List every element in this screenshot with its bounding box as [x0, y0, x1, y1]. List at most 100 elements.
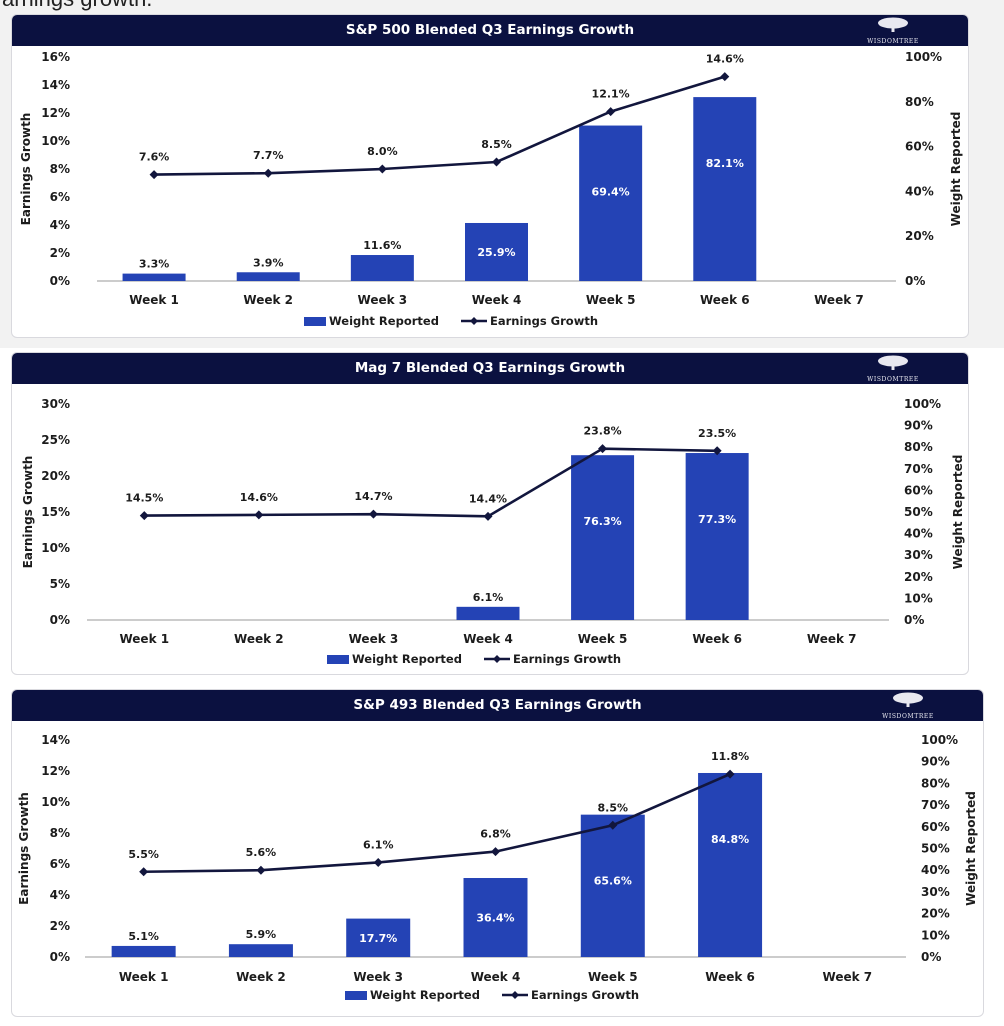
- left-axis-tick-label: 20%: [41, 469, 70, 483]
- bar-data-label: 36.4%: [476, 912, 514, 925]
- right-axis-tick-label: 80%: [904, 440, 933, 454]
- right-axis-tick-label: 100%: [905, 50, 942, 64]
- right-axis-tick-label: 70%: [921, 798, 950, 812]
- bar-data-label: 6.1%: [473, 591, 504, 604]
- left-axis-tick-label: 8%: [50, 826, 70, 840]
- right-axis-tick-label: 60%: [921, 820, 950, 834]
- legend-bar-swatch: [327, 655, 349, 664]
- earnings-growth-line: [154, 75, 726, 176]
- sp500-chart: 0% 2% 4% 6% 8% 10% 12% 14% 16% 0% 20% 40% 60% 80% 100%…: [19, 50, 963, 328]
- legend-label: Weight Reported: [352, 652, 462, 666]
- x-axis-tick-label: Week 3: [349, 632, 399, 646]
- tree-icon: [878, 355, 908, 370]
- bar-data-label: 3.9%: [253, 256, 284, 269]
- bar-data-label: 25.9%: [477, 246, 515, 259]
- right-axis-tick-label: 30%: [921, 885, 950, 899]
- legend-label: Earnings Growth: [513, 652, 621, 666]
- right-axis-tick-label: 40%: [905, 184, 934, 198]
- left-axis-tick-label: 10%: [41, 541, 70, 555]
- x-axis-tick-label: Week 3: [358, 293, 408, 307]
- line-data-label: 5.5%: [128, 848, 159, 861]
- left-axis-tick-label: 6%: [50, 857, 70, 871]
- left-axis-tick-label: 6%: [50, 190, 70, 204]
- bar-data-label: 5.1%: [128, 930, 159, 943]
- x-axis-tick-label: Week 1: [119, 970, 169, 984]
- x-axis-tick-label: Week 7: [823, 970, 873, 984]
- sp493-chart: 0% 2% 4% 6% 8% 10% 12% 14% 0% 10% 20% 30% 40% 50% 60% 7…: [17, 733, 978, 1002]
- x-axis-tick-label: Week 2: [234, 632, 284, 646]
- logo-text: WISDOMTREE: [882, 713, 934, 720]
- bar: [685, 453, 749, 620]
- right-axis-tick-label: 0%: [905, 274, 925, 288]
- y2-axis-title: Weight Reported: [964, 791, 978, 906]
- left-axis-tick-label: 15%: [41, 505, 70, 519]
- x-axis-tick-label: Week 6: [705, 970, 755, 984]
- left-axis-tick-label: 10%: [41, 134, 70, 148]
- right-axis-tick-label: 0%: [904, 613, 924, 627]
- line-marker: [606, 107, 616, 117]
- chart-title: S&P 500 Blended Q3 Earnings Growth: [12, 15, 968, 46]
- line-data-label: 23.5%: [698, 427, 736, 440]
- left-axis-tick-label: 8%: [50, 162, 70, 176]
- right-axis-tick-label: 60%: [904, 483, 933, 497]
- right-axis-tick-label: 20%: [904, 570, 933, 584]
- bar: [693, 97, 757, 281]
- bar: [350, 255, 414, 281]
- bar: [698, 772, 763, 957]
- line-data-label: 14.6%: [240, 491, 278, 504]
- tree-icon: [893, 692, 923, 707]
- x-axis-tick-label: Week 7: [807, 632, 857, 646]
- y2-axis-title: Weight Reported: [951, 455, 965, 570]
- x-axis-tick-label: Week 4: [472, 293, 522, 307]
- mag7-chart: 0% 5% 10% 15% 20% 25% 30% 0% 10% 20% 30% 40% 50% 60% 7…: [21, 397, 965, 666]
- line-marker: [373, 857, 383, 867]
- right-axis-tick-label: 60%: [905, 140, 934, 154]
- line-marker: [139, 867, 149, 877]
- mag7-chart-panel: Mag 7 Blended Q3 Earnings Growth WISDOMT…: [11, 352, 969, 675]
- left-axis-tick-label: 14%: [41, 78, 70, 92]
- line-data-label: 6.8%: [480, 828, 511, 841]
- sp493-chart-panel: S&P 493 Blended Q3 Earnings Growth WISDO…: [11, 689, 984, 1017]
- right-axis-tick-label: 100%: [921, 733, 958, 747]
- right-axis-tick-label: 40%: [904, 527, 933, 541]
- line-marker: [598, 444, 608, 454]
- line-marker: [377, 164, 387, 174]
- bar-data-label: 76.3%: [583, 515, 621, 528]
- line-data-label: 14.4%: [469, 492, 507, 505]
- line-data-label: 7.6%: [139, 151, 170, 164]
- bar-data-label: 69.4%: [592, 186, 630, 199]
- bar-data-label: 3.3%: [139, 258, 170, 271]
- x-axis-tick-label: Week 3: [353, 970, 403, 984]
- line-data-label: 14.5%: [125, 492, 163, 505]
- right-axis-tick-label: 100%: [904, 397, 941, 411]
- left-axis-tick-label: 4%: [50, 218, 70, 232]
- line-data-label: 14.7%: [354, 490, 392, 503]
- line-marker: [725, 769, 735, 779]
- right-axis-tick-label: 50%: [904, 505, 933, 519]
- bar: [228, 944, 293, 957]
- logo-text: WISDOMTREE: [867, 376, 919, 383]
- legend-label: Earnings Growth: [531, 988, 639, 1002]
- bar: [346, 918, 411, 957]
- left-axis-tick-label: 12%: [41, 764, 70, 778]
- left-axis-tick-label: 5%: [50, 577, 70, 591]
- bar: [465, 222, 528, 281]
- x-axis-tick-label: Week 2: [243, 293, 293, 307]
- x-axis-tick-label: Week 1: [119, 632, 169, 646]
- line-data-label: 8.5%: [598, 801, 629, 814]
- right-axis-tick-label: 50%: [921, 842, 950, 856]
- line-data-label: 11.8%: [711, 750, 749, 763]
- x-axis-tick-label: Week 5: [578, 632, 628, 646]
- x-axis-tick-label: Week 7: [814, 293, 864, 307]
- wisdomtree-logo: WISDOMTREE: [873, 692, 943, 720]
- y2-axis-title: Weight Reported: [949, 112, 963, 227]
- bar-data-label: 65.6%: [594, 875, 632, 888]
- right-axis-tick-label: 20%: [905, 229, 934, 243]
- bar: [579, 125, 643, 281]
- legend-line-marker: [493, 655, 501, 663]
- x-axis-tick-label: Week 4: [463, 632, 513, 646]
- left-axis-tick-label: 14%: [41, 733, 70, 747]
- line-marker: [491, 847, 500, 857]
- right-axis-tick-label: 80%: [905, 95, 934, 109]
- sp500-chart-panel: S&P 500 Blended Q3 Earnings Growth WISDO…: [11, 14, 969, 338]
